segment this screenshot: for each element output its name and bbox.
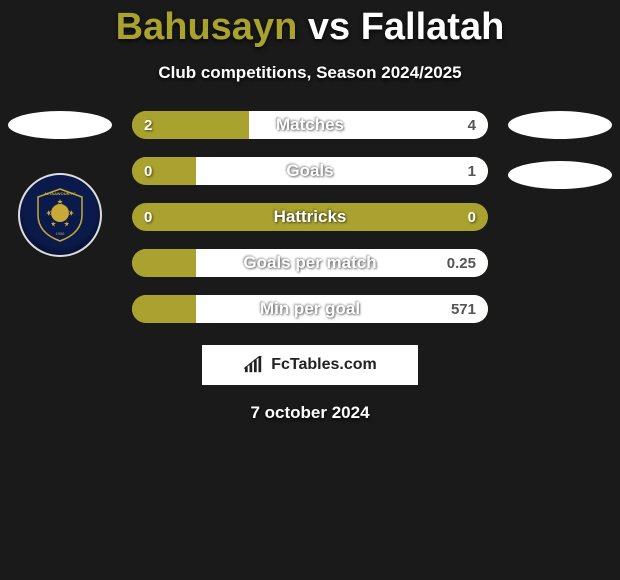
player1-avatar-placeholder [8,111,112,139]
attribution-text: FcTables.com [271,356,377,374]
stat-label: Goals per match [132,253,488,273]
stat-label: Goals [132,161,488,181]
stat-bar: 24Matches [132,111,488,139]
left-side-column: ALTAAWOUN FC 1956 [0,111,120,257]
page-title: Bahusayn vs Fallatah [0,0,620,49]
svg-text:1956: 1956 [56,231,66,236]
stat-label: Hattricks [132,207,488,227]
stat-bar: 00Hattricks [132,203,488,231]
date-text: 7 october 2024 [0,403,620,423]
player2-club-placeholder [508,161,612,189]
stat-label: Matches [132,115,488,135]
player1-name: Bahusayn [116,6,298,48]
player2-avatar-placeholder [508,111,612,139]
player2-name: Fallatah [361,6,505,48]
subtitle: Club competitions, Season 2024/2025 [0,63,620,83]
attribution-badge: FcTables.com [202,345,418,385]
barchart-icon [243,356,265,374]
stat-bar: 571Min per goal [132,295,488,323]
stats-bars: 24Matches 01Goals 00Hattricks 0.25Goals per… [120,111,500,323]
comparison-panel: ALTAAWOUN FC 1956 24Matches 01Goals 00Hatt… [0,111,620,323]
svg-text:ALTAAWOUN FC: ALTAAWOUN FC [44,191,76,196]
altaawoun-shield-icon: ALTAAWOUN FC 1956 [30,185,90,245]
player1-club-badge: ALTAAWOUN FC 1956 [18,173,102,257]
right-side-column [500,111,620,189]
vs-text: vs [308,6,350,48]
stat-bar: 0.25Goals per match [132,249,488,277]
stat-label: Min per goal [132,299,488,319]
stat-bar: 01Goals [132,157,488,185]
